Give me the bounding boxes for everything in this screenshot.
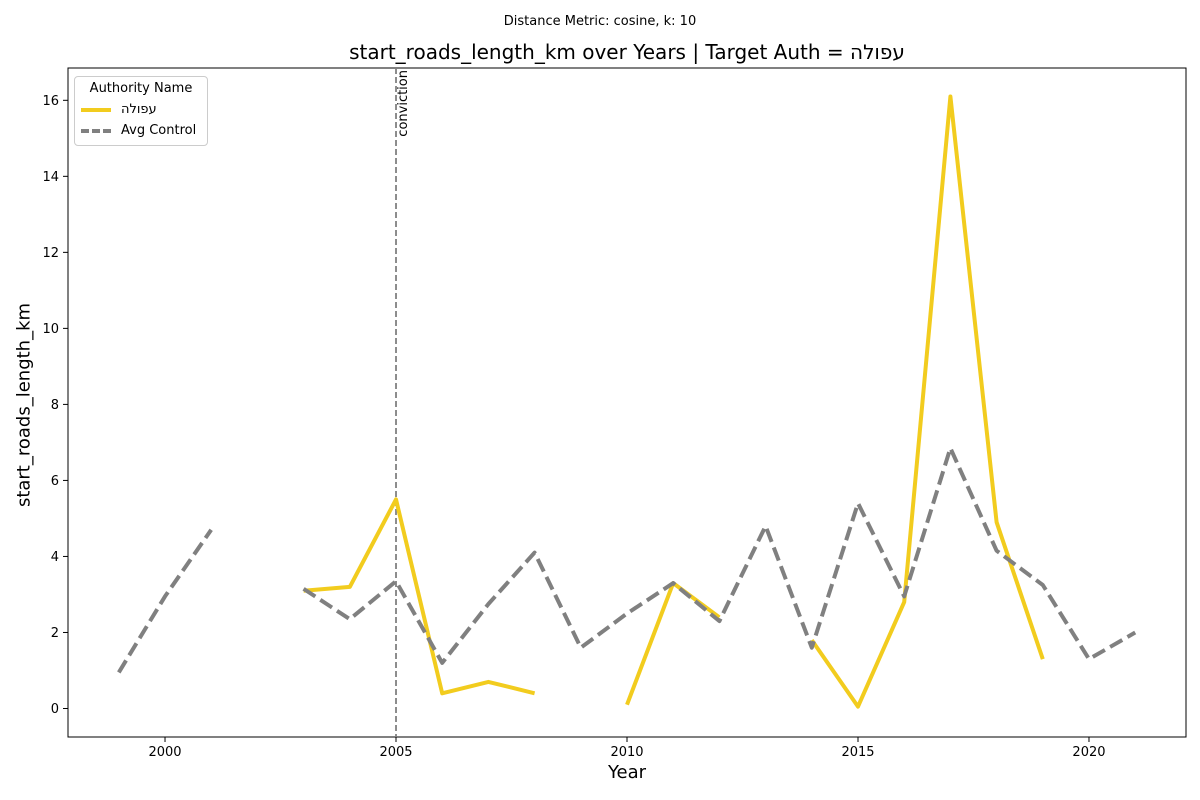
x-tick-label: 2015 xyxy=(841,745,874,760)
legend-item-avg-control: Avg Control xyxy=(75,120,207,141)
legend: Authority Name עפולה Avg Control xyxy=(74,76,208,146)
legend-swatch-avg-control xyxy=(81,128,111,133)
y-tick-label: 8 xyxy=(51,398,59,413)
y-tick-label: 0 xyxy=(51,702,59,717)
series-line-avg-control xyxy=(302,446,1137,665)
y-axis-label: start_roads_length_km xyxy=(13,302,35,508)
legend-item-target: עפולה xyxy=(75,99,207,120)
y-tick-label: 2 xyxy=(51,626,59,641)
chart-title: start_roads_length_km over Years | Targe… xyxy=(349,40,905,64)
x-tick-label: 2005 xyxy=(379,745,412,760)
x-tick-label: 2000 xyxy=(148,745,181,760)
legend-label-avg-control: Avg Control xyxy=(121,123,197,138)
legend-swatch-target xyxy=(81,107,111,112)
x-axis-label: Year xyxy=(607,762,647,783)
x-tick-label: 2010 xyxy=(610,745,643,760)
y-tick-label: 10 xyxy=(42,322,59,337)
chart-suptitle: Distance Metric: cosine, k: 10 xyxy=(503,14,697,29)
plot-frame xyxy=(67,67,1187,738)
x-tick-label: 2020 xyxy=(1072,745,1105,760)
legend-title: Authority Name xyxy=(89,81,193,96)
series-line-target xyxy=(303,497,536,696)
series-line-avg-control xyxy=(117,528,213,674)
y-tick-label: 12 xyxy=(42,246,59,261)
y-tick-label: 4 xyxy=(51,550,59,565)
y-tick-label: 16 xyxy=(42,94,59,109)
series-line-target xyxy=(810,94,1045,709)
y-tick-label: 14 xyxy=(42,170,59,185)
y-tick-label: 6 xyxy=(51,474,59,489)
series-line-target xyxy=(625,581,721,706)
conviction-label: conviction xyxy=(396,70,411,137)
legend-label-target: עפולה xyxy=(121,102,157,117)
